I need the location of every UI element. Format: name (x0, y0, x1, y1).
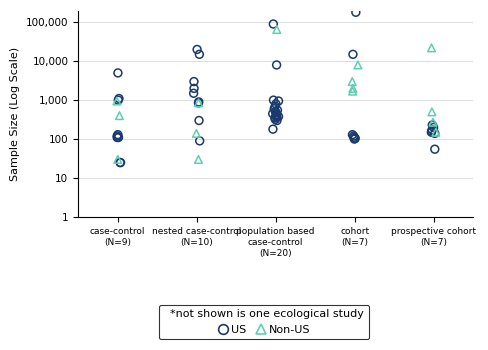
Y-axis label: Sample Size (Log Scale): Sample Size (Log Scale) (10, 47, 20, 181)
Point (195, 118, 203, 123)
Point (269, 97, 277, 103)
Point (431, 131, 439, 136)
Point (272, 101, 280, 107)
Point (270, 106, 278, 112)
Point (431, 146, 439, 152)
Point (275, 114, 283, 119)
Point (428, 122, 436, 128)
Point (116, 113, 123, 118)
Point (196, 51, 203, 57)
Point (354, 62, 362, 68)
Point (271, 103, 279, 109)
Point (429, 119, 437, 125)
Point (114, 70, 122, 76)
Point (196, 138, 203, 144)
Point (351, 135, 359, 141)
Point (348, 132, 356, 138)
Point (115, 135, 122, 140)
Point (350, 133, 358, 139)
Point (350, 135, 358, 140)
Point (273, 113, 281, 119)
Point (273, 27, 281, 32)
Point (275, 98, 283, 104)
Point (114, 157, 122, 162)
Point (269, 126, 277, 132)
Point (193, 47, 201, 52)
Point (113, 135, 121, 140)
Point (273, 112, 281, 117)
Point (195, 100, 203, 106)
Point (193, 131, 201, 136)
Point (114, 97, 122, 103)
Point (113, 98, 121, 104)
Point (432, 130, 440, 135)
Legend: US, Non-US: US, Non-US (159, 305, 369, 340)
Point (269, 21, 277, 27)
Point (271, 117, 279, 122)
Point (195, 99, 203, 105)
Point (272, 112, 280, 118)
Point (428, 128, 436, 134)
Point (271, 109, 279, 115)
Point (273, 118, 281, 123)
Point (348, 79, 356, 84)
Point (427, 45, 435, 51)
Point (190, 86, 198, 91)
Point (273, 62, 281, 68)
Point (117, 160, 124, 165)
Point (428, 109, 436, 115)
Point (113, 133, 121, 139)
Point (349, 86, 357, 91)
Point (350, 136, 358, 142)
Point (427, 130, 435, 135)
Point (428, 127, 436, 132)
Point (273, 114, 281, 120)
Point (349, 51, 357, 57)
Point (190, 91, 198, 96)
Point (349, 88, 357, 94)
Point (271, 115, 279, 121)
Point (195, 157, 203, 162)
Point (115, 96, 123, 101)
Point (114, 132, 122, 138)
Point (116, 160, 124, 165)
Point (352, 9, 360, 15)
Point (269, 111, 277, 117)
Point (190, 79, 198, 84)
Point (272, 110, 280, 116)
Point (195, 100, 203, 106)
Point (274, 107, 282, 113)
Point (430, 125, 438, 130)
